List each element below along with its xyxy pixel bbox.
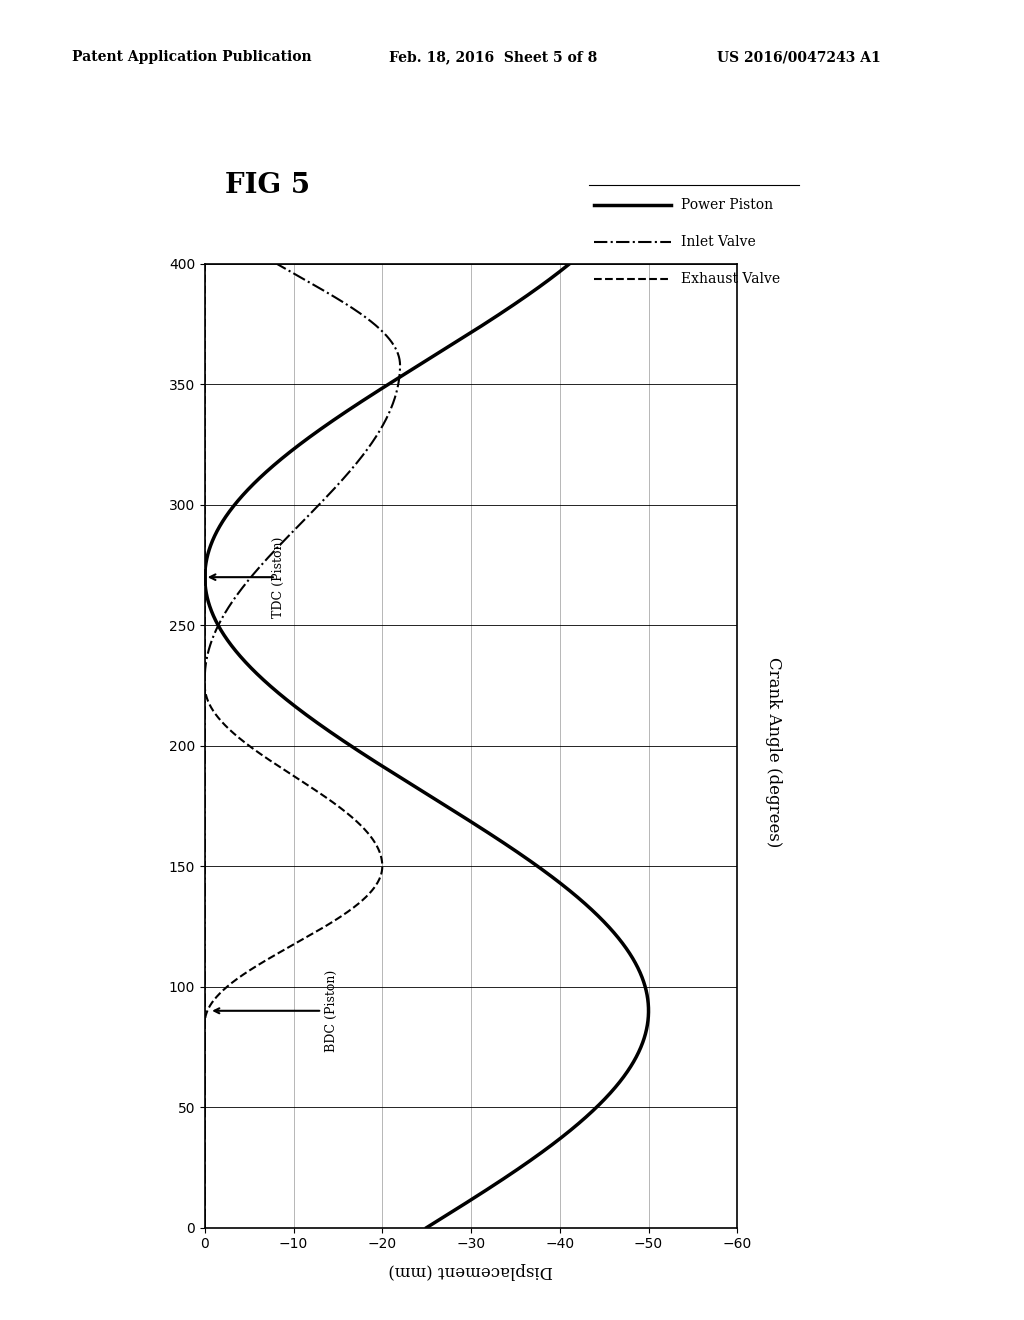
Text: Crank Angle (degrees): Crank Angle (degrees) (765, 657, 781, 847)
Text: Feb. 18, 2016  Sheet 5 of 8: Feb. 18, 2016 Sheet 5 of 8 (389, 50, 597, 65)
Text: Exhaust Valve: Exhaust Valve (681, 272, 780, 285)
X-axis label: Displacement (mm): Displacement (mm) (389, 1262, 553, 1279)
Text: FIG 5: FIG 5 (225, 172, 310, 198)
Text: TDC (Piston): TDC (Piston) (271, 536, 285, 618)
Text: Power Piston: Power Piston (681, 198, 773, 211)
Text: US 2016/0047243 A1: US 2016/0047243 A1 (717, 50, 881, 65)
Text: BDC (Piston): BDC (Piston) (214, 970, 338, 1052)
Text: Patent Application Publication: Patent Application Publication (72, 50, 311, 65)
Text: Inlet Valve: Inlet Valve (681, 235, 756, 248)
